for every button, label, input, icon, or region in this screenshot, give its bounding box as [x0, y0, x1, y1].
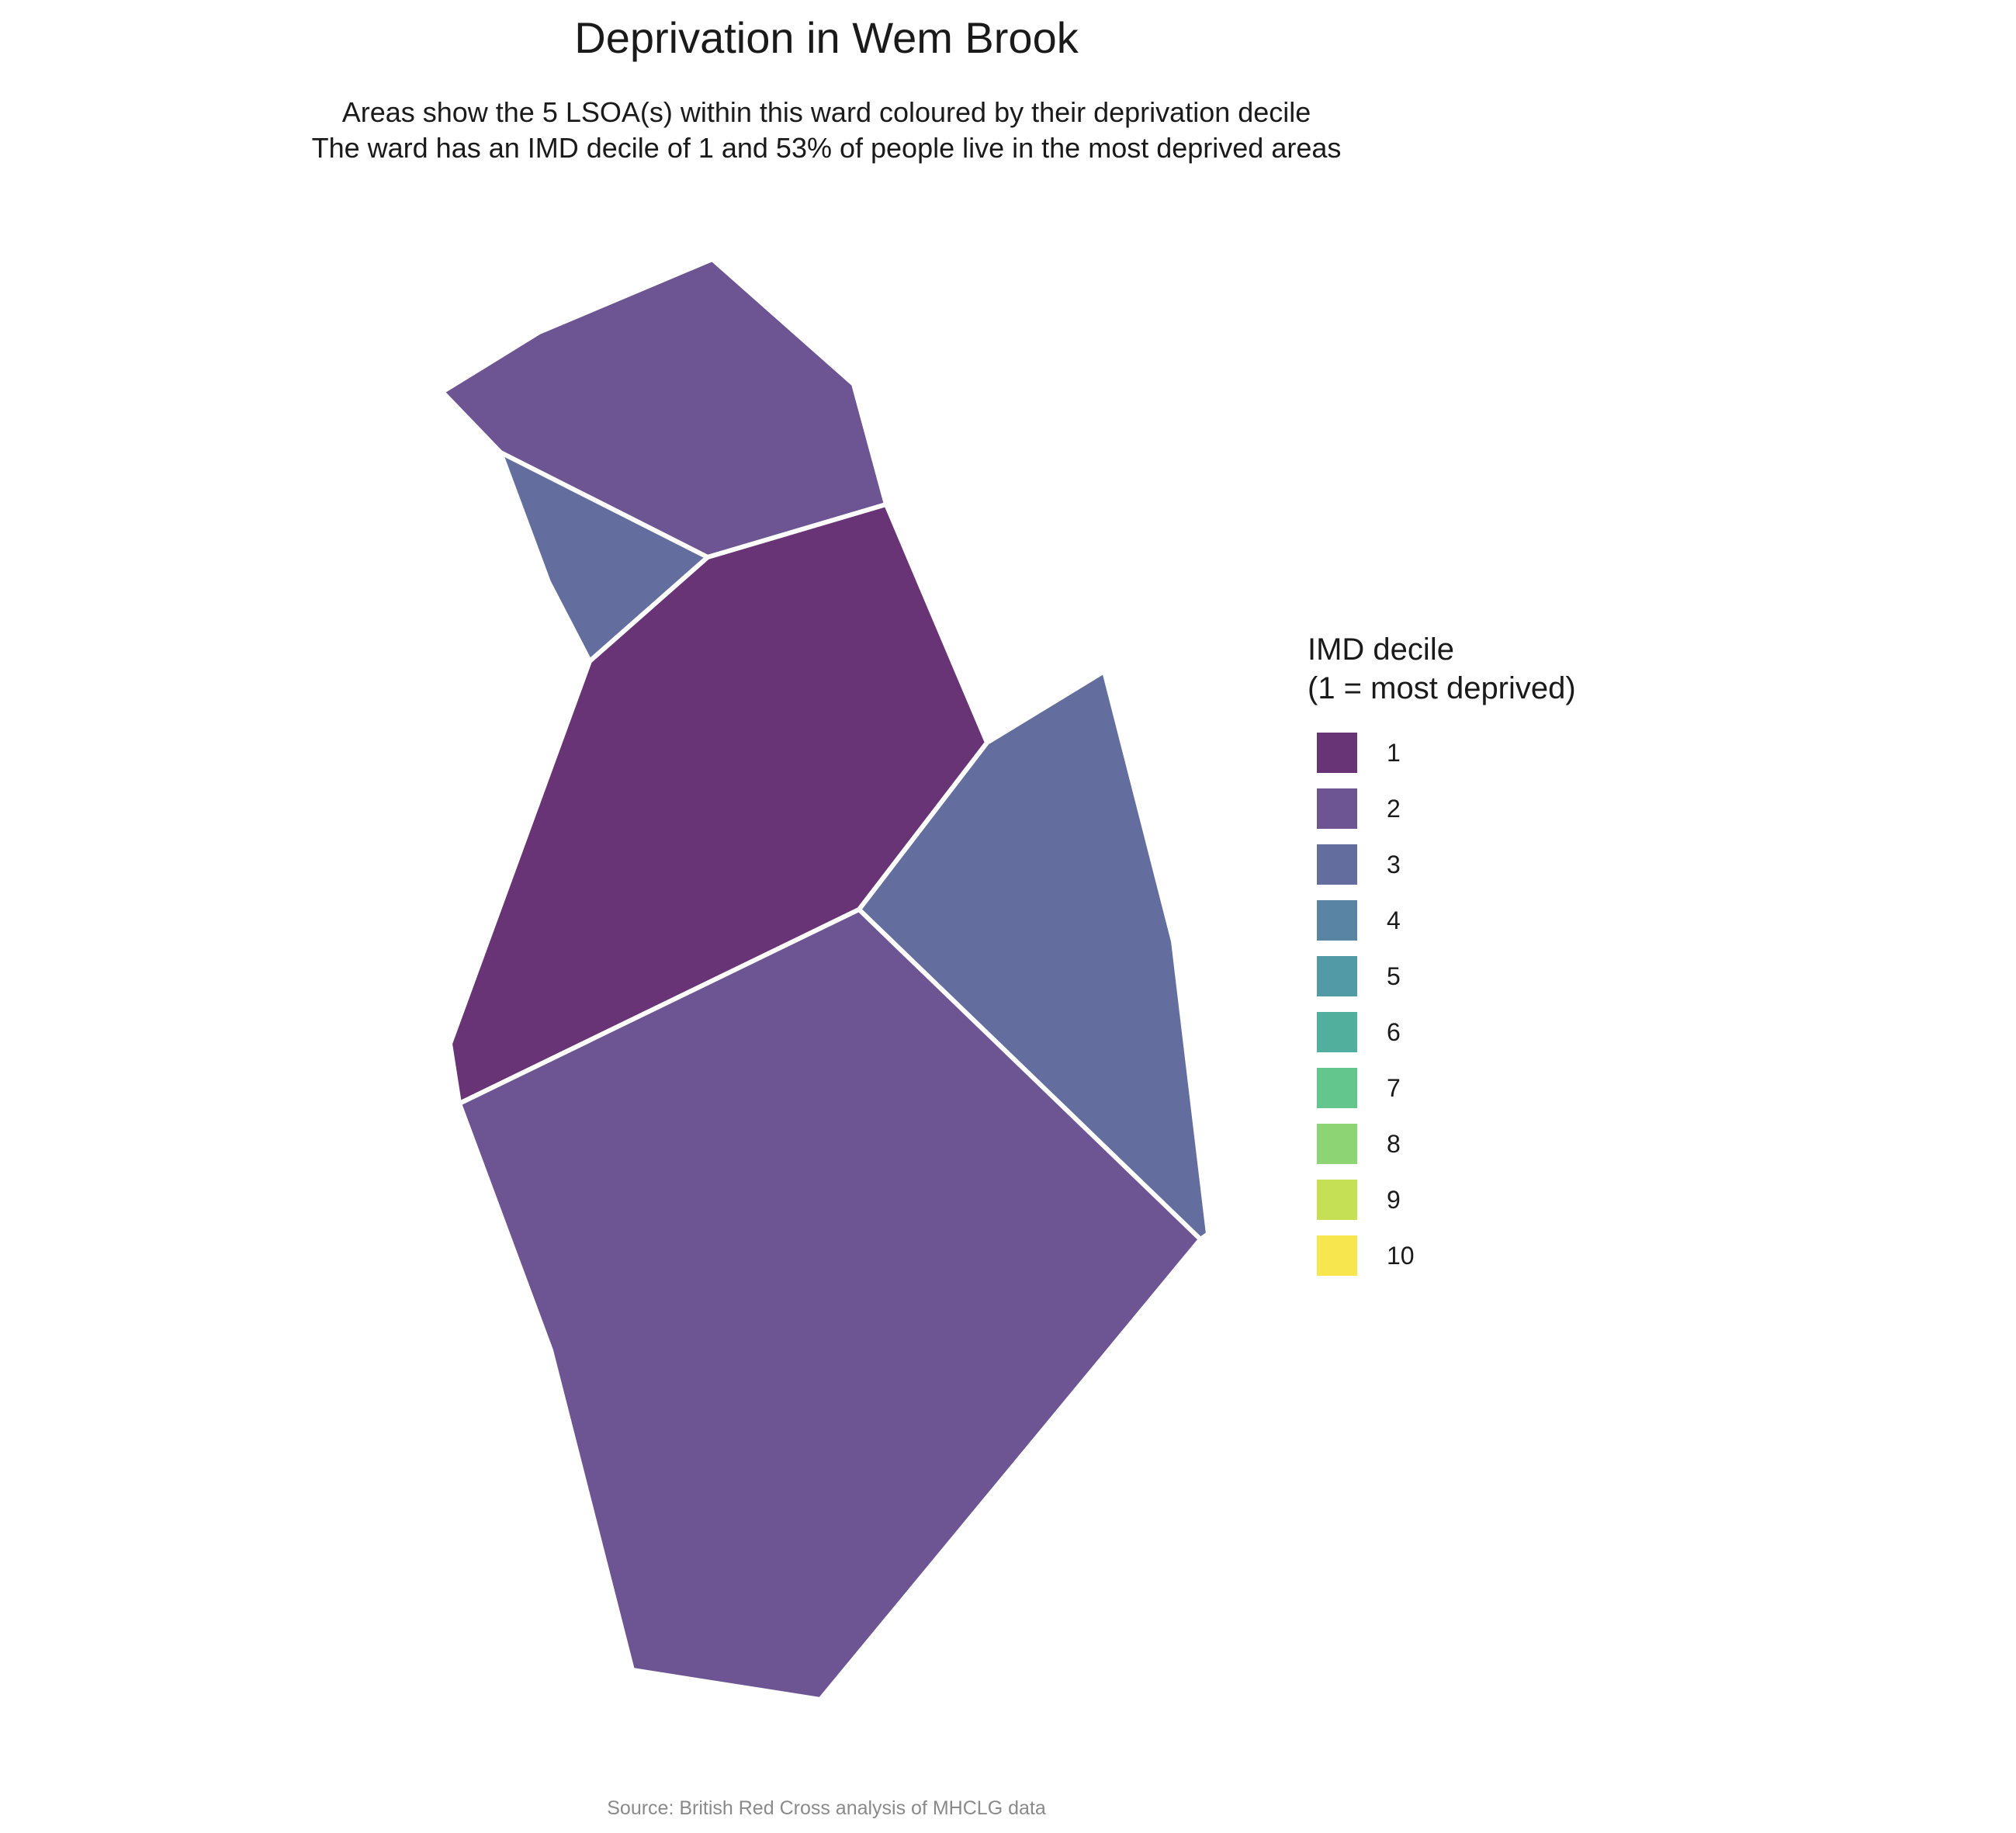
- subtitle-line-2: The ward has an IMD decile of 1 and 53% …: [311, 132, 1342, 164]
- legend-label: 2: [1387, 795, 1401, 823]
- legend-label: 6: [1387, 1018, 1401, 1046]
- legend-label: 8: [1387, 1130, 1401, 1158]
- legend: IMD decile (1 = most deprived) 1 2 3 4 5 6 7 8 9…: [1308, 630, 1576, 1284]
- chart-title: Deprivation in Wem Brook: [574, 13, 1079, 62]
- legend-title-line-1: IMD decile: [1308, 632, 1454, 667]
- lsoa-south: [457, 907, 1203, 1702]
- legend-swatch: [1317, 1012, 1357, 1052]
- legend-title: IMD decile (1 = most deprived): [1308, 630, 1576, 708]
- legend-label: 3: [1387, 851, 1401, 878]
- legend-item-6: 6: [1308, 1004, 1576, 1060]
- lsoa-areas: [440, 257, 1211, 1702]
- legend-item-3: 3: [1308, 837, 1576, 892]
- legend-label: 9: [1387, 1186, 1401, 1214]
- legend-label: 1: [1387, 739, 1401, 767]
- legend-label: 5: [1387, 962, 1401, 990]
- legend-item-8: 8: [1308, 1116, 1576, 1172]
- legend-label: 7: [1387, 1074, 1401, 1102]
- legend-swatch: [1317, 1180, 1357, 1220]
- legend-item-4: 4: [1308, 892, 1576, 948]
- legend-item-1: 1: [1308, 725, 1576, 781]
- subtitle-line-1: Areas show the 5 LSOA(s) within this war…: [341, 96, 1311, 128]
- legend-swatch: [1317, 733, 1357, 773]
- legend-item-7: 7: [1308, 1060, 1576, 1116]
- legend-item-2: 2: [1308, 781, 1576, 837]
- legend-swatch: [1317, 900, 1357, 941]
- legend-item-10: 10: [1308, 1228, 1576, 1284]
- legend-label: 10: [1387, 1242, 1415, 1270]
- legend-item-9: 9: [1308, 1172, 1576, 1228]
- legend-label: 4: [1387, 906, 1401, 934]
- legend-title-line-2: (1 = most deprived): [1308, 671, 1576, 705]
- legend-swatch: [1317, 1124, 1357, 1164]
- legend-swatch: [1317, 844, 1357, 885]
- lsoa-north: [440, 257, 888, 560]
- legend-swatch: [1317, 956, 1357, 996]
- chart-subtitle: Areas show the 5 LSOA(s) within this war…: [0, 95, 1653, 166]
- legend-swatch: [1317, 1235, 1357, 1276]
- legend-items: 1 2 3 4 5 6 7 8 9 10: [1308, 725, 1576, 1284]
- source-caption: Source: British Red Cross analysis of MH…: [607, 1797, 1046, 1819]
- legend-swatch: [1317, 1068, 1357, 1108]
- legend-swatch: [1317, 788, 1357, 829]
- legend-item-5: 5: [1308, 948, 1576, 1004]
